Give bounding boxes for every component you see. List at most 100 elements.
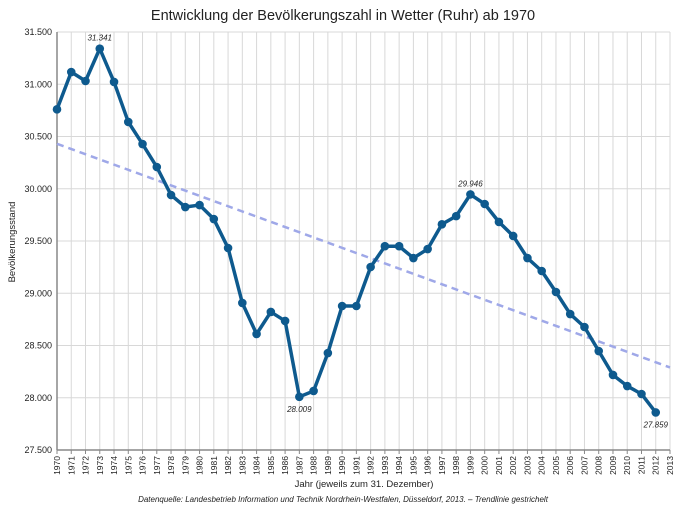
data-point bbox=[451, 211, 461, 221]
x-tick-label: 2010 bbox=[622, 456, 632, 475]
x-tick-label: 1995 bbox=[408, 456, 418, 475]
data-point bbox=[409, 253, 418, 263]
x-tick-label: 2005 bbox=[551, 456, 561, 475]
data-point bbox=[81, 76, 90, 86]
x-tick-label: 1991 bbox=[351, 456, 361, 475]
data-label: 27.859 bbox=[643, 420, 669, 429]
data-point bbox=[223, 243, 233, 253]
y-tick-label: 27.500 bbox=[24, 445, 52, 455]
data-point bbox=[637, 389, 646, 399]
data-point bbox=[551, 287, 561, 297]
x-tick-label: 1977 bbox=[152, 456, 162, 475]
data-point bbox=[437, 219, 447, 229]
data-point bbox=[209, 214, 219, 224]
x-tick-label: 2012 bbox=[651, 456, 661, 475]
x-tick-label: 1990 bbox=[337, 456, 347, 475]
y-axis-label: Bevölkerungsstand bbox=[7, 202, 18, 283]
x-tick-label: 2007 bbox=[579, 456, 589, 475]
x-tick-label: 1998 bbox=[451, 456, 461, 475]
data-point bbox=[608, 370, 618, 380]
x-tick-label: 1974 bbox=[109, 456, 119, 475]
data-point bbox=[181, 202, 190, 212]
x-axis-label: Jahr (jeweils zum 31. Dezember) bbox=[295, 479, 434, 490]
x-tick-label: 1979 bbox=[180, 456, 190, 475]
data-point bbox=[380, 241, 390, 251]
data-point bbox=[266, 307, 276, 317]
x-tick-label: 1985 bbox=[266, 456, 276, 475]
data-point bbox=[66, 67, 76, 77]
x-tick-label: 1992 bbox=[366, 456, 376, 475]
source-note: Datenquelle: Landesbetrieb Information u… bbox=[138, 495, 549, 504]
data-point bbox=[309, 386, 318, 396]
x-tick-label: 1976 bbox=[138, 456, 148, 475]
x-tick-label: 2011 bbox=[636, 456, 646, 475]
data-point bbox=[195, 200, 204, 210]
data-point bbox=[95, 44, 105, 53]
x-tick-label: 2009 bbox=[608, 456, 618, 475]
x-tick-label: 1999 bbox=[465, 456, 475, 475]
data-point bbox=[565, 309, 575, 319]
data-point bbox=[466, 190, 475, 199]
data-label: 31.341 bbox=[88, 34, 112, 43]
data-point bbox=[337, 301, 347, 311]
data-point bbox=[394, 241, 404, 251]
x-tick-label: 2000 bbox=[480, 456, 490, 475]
data-label: 28.009 bbox=[286, 405, 312, 414]
x-tick-label: 1982 bbox=[223, 456, 233, 475]
y-tick-label: 30.500 bbox=[24, 132, 52, 142]
data-point bbox=[123, 117, 133, 127]
x-tick-label: 1996 bbox=[423, 456, 433, 475]
data-label: 29.946 bbox=[457, 179, 483, 188]
data-point bbox=[480, 199, 489, 209]
y-tick-label: 28.500 bbox=[24, 341, 52, 351]
trendline bbox=[56, 142, 671, 369]
x-tick-label: 1986 bbox=[280, 456, 290, 475]
x-tick-label: 2004 bbox=[537, 456, 547, 475]
data-point bbox=[152, 162, 162, 172]
data-point bbox=[494, 217, 504, 227]
y-tick-label: 28.000 bbox=[24, 393, 52, 403]
y-tick-label: 31.000 bbox=[24, 79, 52, 89]
x-tick-label: 1984 bbox=[252, 456, 262, 475]
data-point bbox=[166, 190, 176, 200]
data-point bbox=[508, 231, 518, 241]
x-tick-label: 2006 bbox=[565, 456, 575, 475]
data-point bbox=[622, 381, 632, 391]
data-point bbox=[366, 262, 375, 272]
data-point bbox=[352, 301, 361, 311]
data-point bbox=[252, 329, 261, 339]
data-point bbox=[423, 244, 432, 254]
data-point bbox=[52, 105, 62, 114]
x-tick-label: 1989 bbox=[323, 456, 333, 475]
x-tick-label: 1994 bbox=[394, 456, 404, 475]
chart-title: Entwicklung der Bevölkerungszahl in Wett… bbox=[151, 8, 535, 24]
data-point bbox=[238, 298, 247, 308]
y-tick-label: 29.000 bbox=[24, 288, 52, 298]
data-point bbox=[109, 77, 119, 87]
x-tick-label: 1987 bbox=[294, 456, 304, 475]
x-tick-label: 2002 bbox=[508, 456, 518, 475]
x-tick-label: 1988 bbox=[309, 456, 319, 475]
x-tick-label: 2008 bbox=[594, 456, 604, 475]
x-tick-label: 1971 bbox=[66, 456, 76, 475]
y-tick-label: 31.500 bbox=[24, 27, 52, 37]
x-tick-label: 1978 bbox=[166, 456, 176, 475]
x-tick-label: 1970 bbox=[52, 456, 62, 475]
data-point bbox=[295, 392, 304, 402]
data-point bbox=[580, 322, 589, 332]
data-point bbox=[537, 266, 546, 276]
x-tick-label: 2001 bbox=[494, 456, 504, 475]
x-tick-label: 1997 bbox=[437, 456, 447, 475]
x-tick-label: 2003 bbox=[522, 456, 532, 475]
x-tick-label: 2013 bbox=[665, 456, 675, 475]
x-tick-label: 1981 bbox=[209, 456, 219, 475]
data-point bbox=[138, 139, 147, 149]
x-tick-label: 1975 bbox=[123, 456, 133, 475]
data-point bbox=[523, 253, 532, 263]
y-tick-label: 30.000 bbox=[24, 184, 52, 194]
data-point bbox=[651, 408, 661, 417]
x-tick-label: 1973 bbox=[95, 456, 105, 475]
y-tick-label: 29.500 bbox=[24, 236, 52, 246]
x-tick-label: 1972 bbox=[81, 456, 91, 475]
